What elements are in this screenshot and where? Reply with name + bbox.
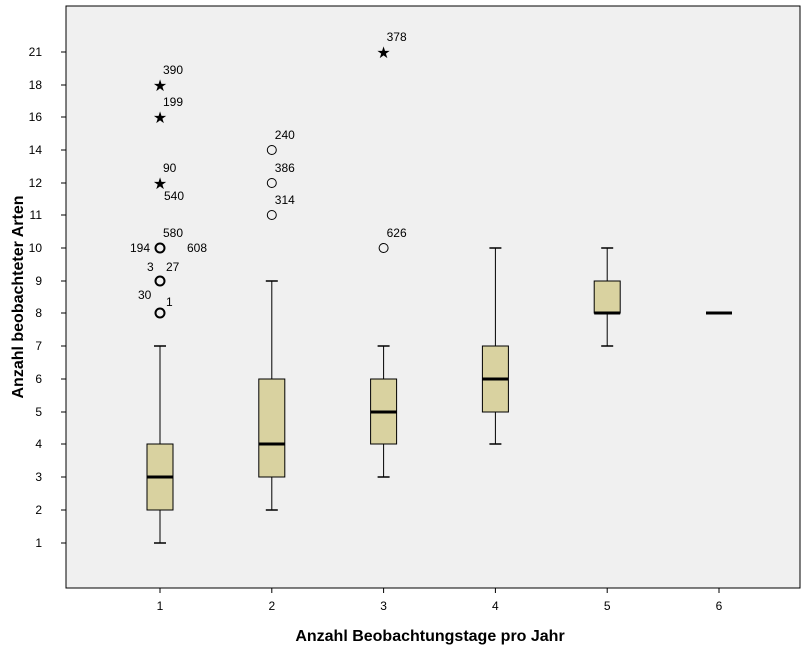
outlier-label: 608: [187, 241, 207, 255]
y-tick-label: 2: [35, 503, 42, 517]
outlier-circle: [266, 145, 277, 155]
x-tick-label: 3: [380, 599, 387, 613]
outlier-label: 199: [163, 95, 183, 109]
y-tick-label: 4: [35, 437, 42, 451]
y-tick-label: 12: [29, 176, 43, 190]
outlier-star: ★: [153, 108, 167, 127]
y-tick-label: 11: [30, 208, 43, 222]
y-tick-label: 10: [29, 241, 43, 255]
outlier-label: 390: [163, 63, 183, 77]
x-axis-title: Anzahl Beobachtungstage pro Jahr: [295, 628, 564, 645]
y-tick-label: 5: [35, 405, 42, 419]
outlier-label: 386: [275, 161, 295, 175]
y-tick-label: 18: [29, 78, 43, 92]
outlier-circle: [154, 307, 166, 319]
outlier-label: 3: [147, 260, 154, 274]
outlier-label: 580: [163, 226, 183, 240]
y-tick-label: 9: [35, 274, 42, 288]
outlier-label: 240: [275, 128, 295, 142]
y-tick-label: 16: [29, 110, 43, 124]
boxes: [146, 247, 732, 544]
y-axis-title: Anzahl beobachteter Arten: [10, 196, 27, 399]
y-tick-label: 6: [35, 372, 42, 386]
outlier-label: 1: [166, 295, 173, 309]
y-tick-label: 1: [35, 536, 42, 550]
x-tick-label: 1: [157, 599, 164, 613]
outlier-label: 30: [138, 288, 152, 302]
x-axis: 1 2 3 4 5 6: [157, 588, 723, 613]
outlier-label: 378: [387, 30, 407, 44]
outlier-circle: [154, 275, 166, 287]
outlier-circle: [266, 210, 277, 220]
x-tick-label: 6: [716, 599, 723, 613]
y-tick-label: 8: [35, 306, 42, 320]
outlier-circle: [378, 243, 389, 253]
outlier-label: 314: [275, 193, 295, 207]
y-tick-label: 14: [29, 143, 43, 157]
outlier-star: ★: [376, 43, 390, 62]
outlier-label: 90: [163, 161, 177, 175]
outlier-circle: [154, 242, 166, 254]
outlier-label: 540: [164, 189, 184, 203]
y-tick-label: 7: [35, 339, 42, 353]
y-tick-label: 21: [29, 45, 43, 59]
plot-area: [65, 5, 801, 589]
outlier-label: 626: [387, 226, 407, 240]
outlier-star: ★: [153, 76, 167, 95]
y-tick-label: 3: [35, 470, 42, 484]
x-tick-label: 2: [268, 599, 275, 613]
outlier-label: 27: [166, 260, 180, 274]
outlier-label: 194: [130, 241, 150, 255]
outlier-star: ★: [153, 174, 167, 193]
outlier-circle: [266, 178, 277, 188]
iqr-box: [593, 280, 621, 314]
x-tick-label: 5: [604, 599, 611, 613]
iqr-box: [258, 378, 286, 478]
x-tick-label: 4: [492, 599, 499, 613]
